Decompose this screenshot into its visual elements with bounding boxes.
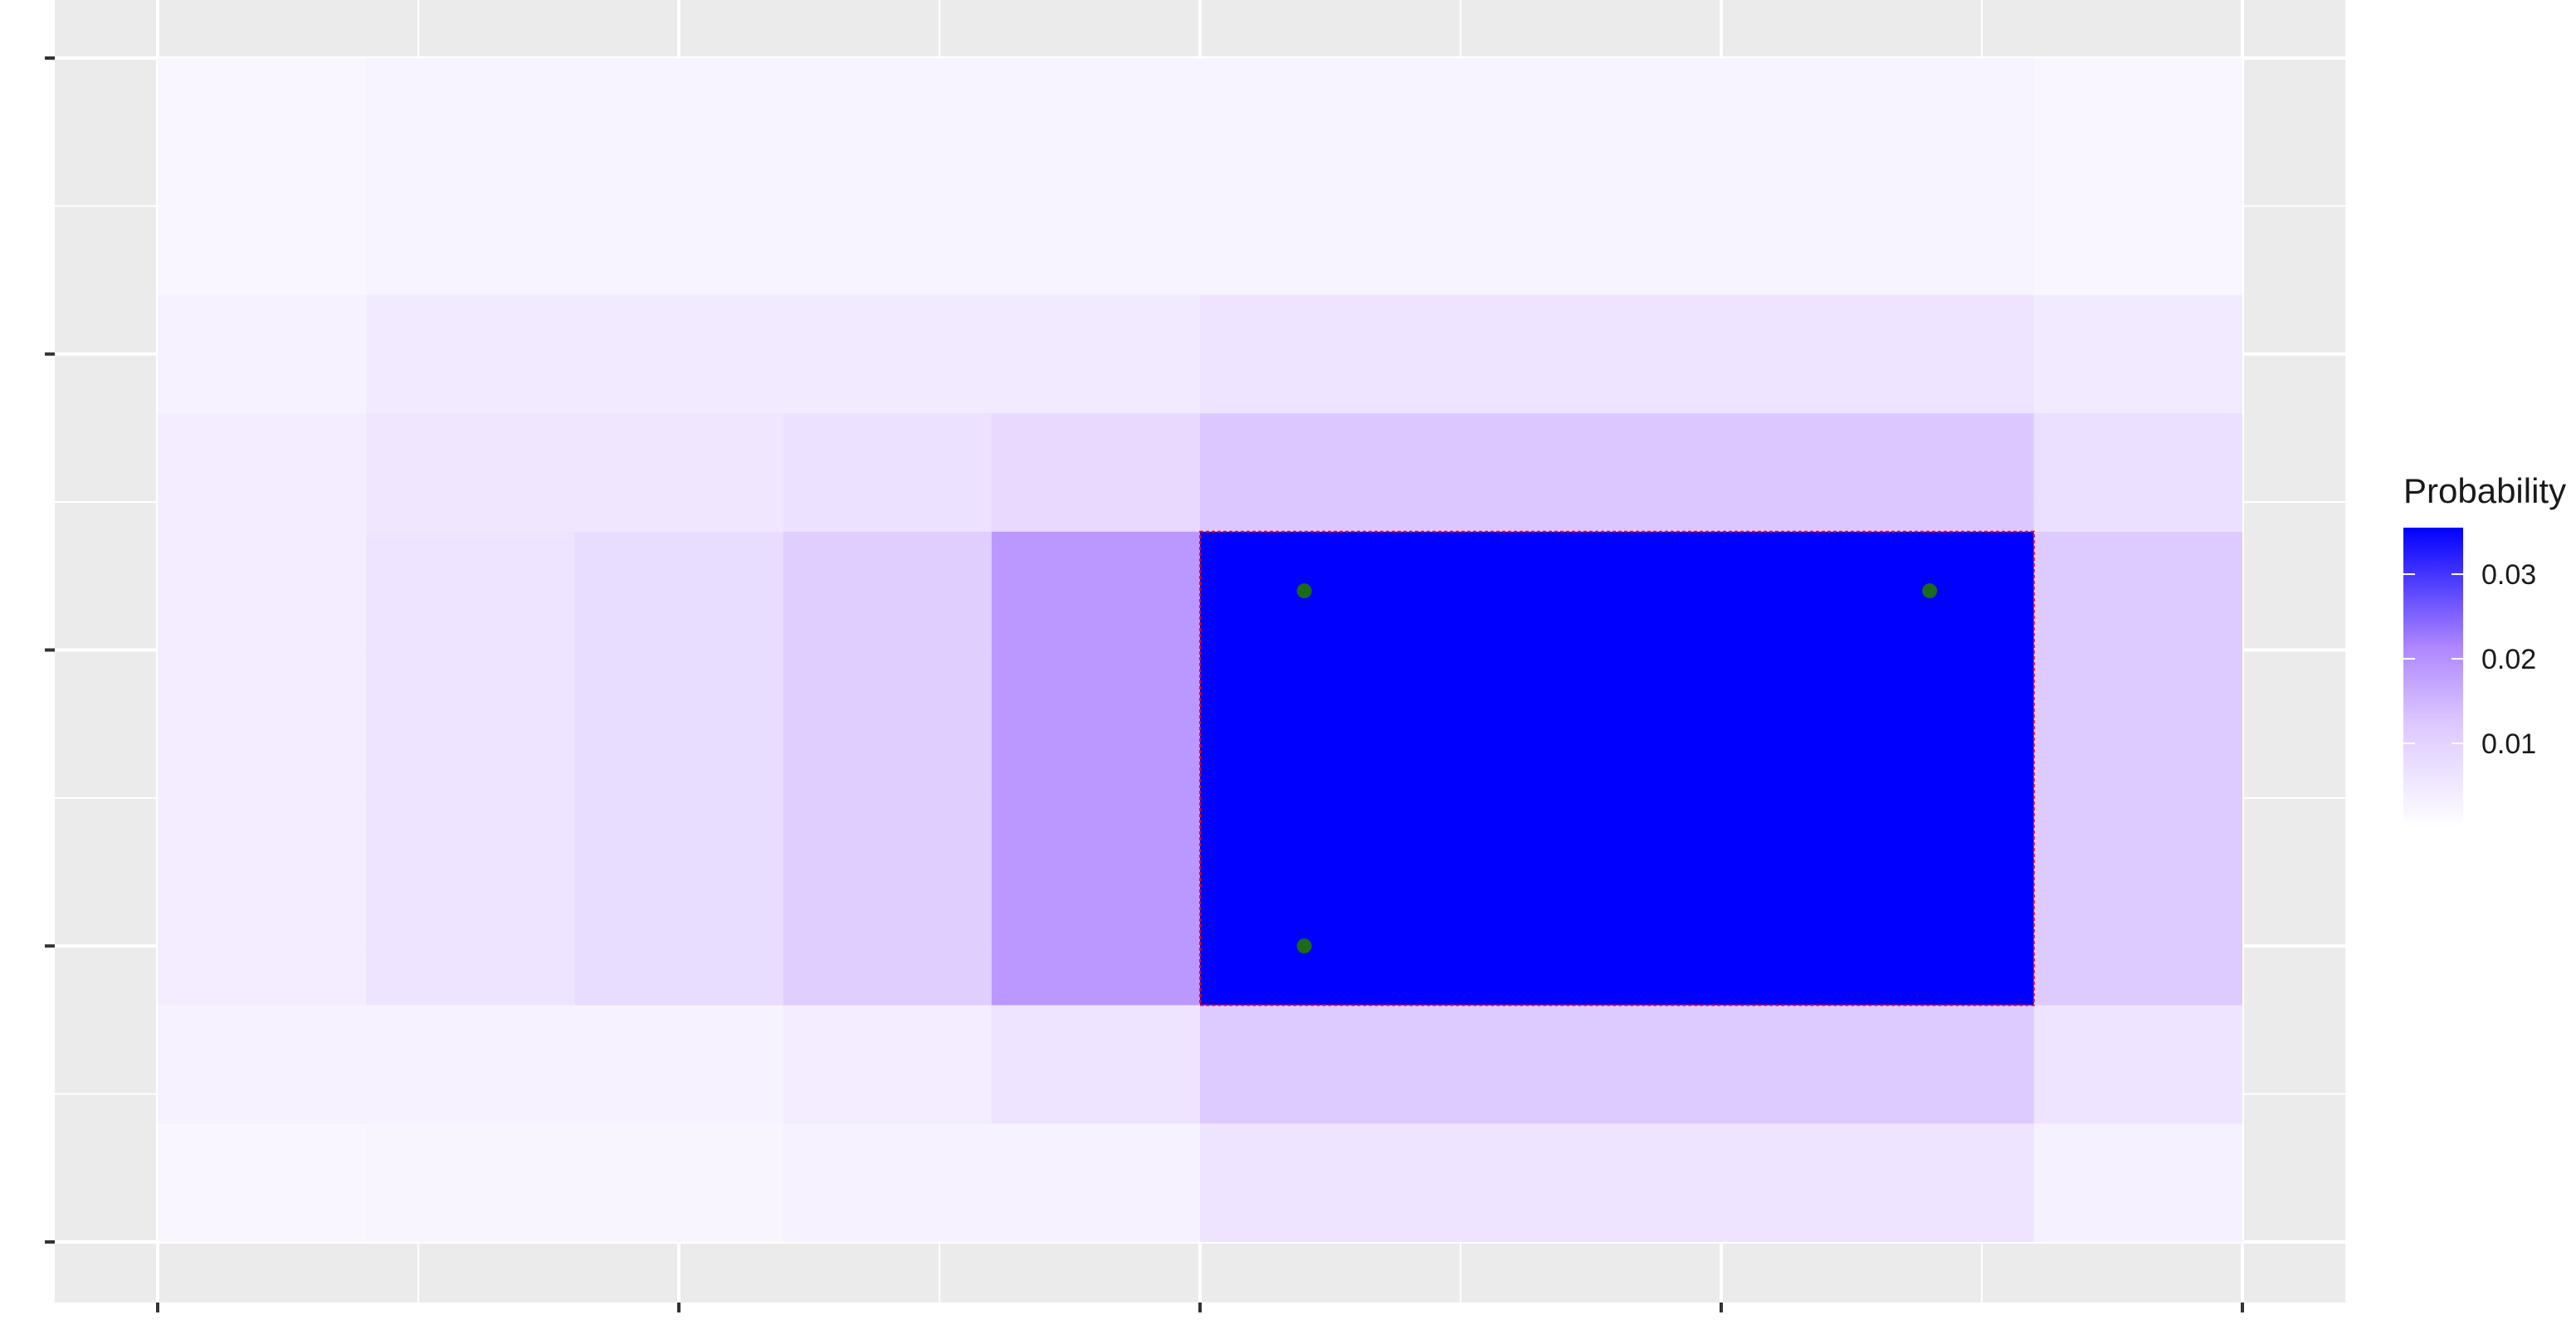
heatmap-cell xyxy=(366,295,1200,414)
x-axis xyxy=(156,1303,2244,1312)
heatmap-cell xyxy=(1200,531,2034,1006)
heatmap-cell xyxy=(991,413,1200,532)
heatmap-cell xyxy=(366,1123,783,1242)
legend-ticks: 0.01 0.02 0.03 xyxy=(2403,559,2536,760)
data-point xyxy=(1296,583,1312,599)
heatmap-cell xyxy=(158,413,367,532)
heatmap-cell xyxy=(1200,295,2034,414)
highlight-region xyxy=(1199,530,2035,1006)
heatmap-cell xyxy=(2033,295,2242,414)
heatmap-cell xyxy=(783,1123,1200,1242)
heatmap-cell xyxy=(1200,1005,2034,1124)
heatmap-cell xyxy=(158,1005,783,1124)
heatmap-cell xyxy=(2033,58,2242,295)
heatmap-cell xyxy=(2033,1123,2242,1242)
heatmap-cell xyxy=(366,413,783,532)
heatmap-cell xyxy=(158,295,367,414)
heatmap-cell xyxy=(991,531,1200,1006)
heatmap-cell xyxy=(366,58,2034,295)
heatmap-cell xyxy=(158,1123,367,1242)
heatmap-cell xyxy=(574,531,783,1006)
legend: Probability 0.01 0.02 0.03 xyxy=(2403,471,2566,828)
legend-colorbar xyxy=(2403,528,2463,828)
heatmap-cell xyxy=(366,531,575,1006)
data-point xyxy=(1296,938,1312,954)
heatmap-cell xyxy=(991,1005,1200,1124)
data-points xyxy=(1296,583,1938,954)
heatmap-cell xyxy=(783,413,992,532)
legend-title: Probability xyxy=(2403,471,2566,510)
heatmap-cell xyxy=(158,531,367,1006)
legend-break-label: 0.01 xyxy=(2481,728,2536,760)
heatmap-cell xyxy=(2033,1005,2242,1124)
legend-break-label: 0.03 xyxy=(2481,559,2536,591)
heatmap-cell xyxy=(1200,413,2034,532)
heatmap-cell xyxy=(783,531,992,1006)
heatmap-cells xyxy=(158,58,2242,1242)
heatmap-cell xyxy=(783,1005,992,1124)
legend-break-label: 0.02 xyxy=(2481,644,2536,675)
heatmap-cell xyxy=(2033,531,2242,1006)
heatmap-cell xyxy=(2033,413,2242,532)
heatmap-cell xyxy=(158,58,367,295)
y-axis xyxy=(45,56,55,1244)
data-point xyxy=(1922,583,1938,599)
heatmap-cell xyxy=(1200,1123,2034,1242)
